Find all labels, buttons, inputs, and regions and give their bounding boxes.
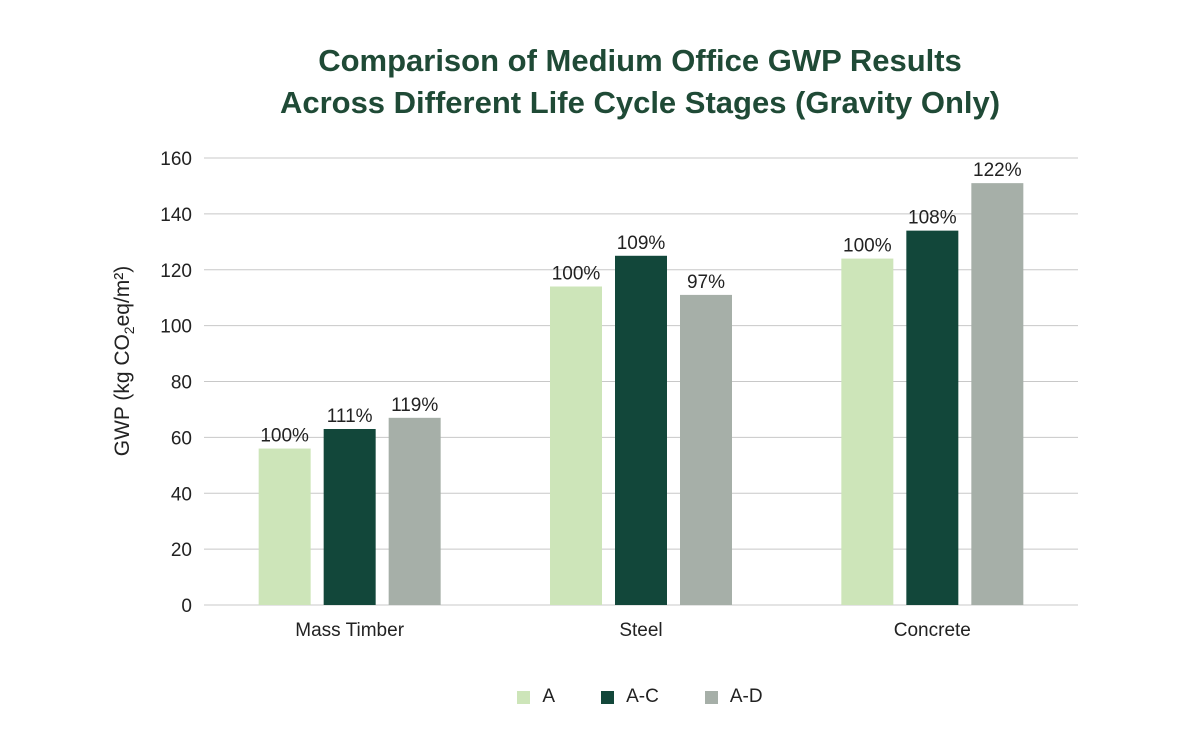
legend-label-a-d: A-D xyxy=(729,686,763,707)
y-tick-label: 0 xyxy=(181,596,192,617)
y-tick-label: 40 xyxy=(171,484,192,505)
legend-item-a-d: A-D xyxy=(704,686,763,708)
legend-swatch-a-c xyxy=(601,690,615,704)
y-tick-label: 120 xyxy=(160,261,192,282)
y-tick-label: 80 xyxy=(171,373,192,394)
data-label: 100% xyxy=(843,236,892,257)
bar xyxy=(550,286,602,605)
legend-item-a-c: A-C xyxy=(601,686,659,708)
x-category-label: Concrete xyxy=(894,620,971,641)
chart-title-line-1: Comparison of Medium Office GWP Results xyxy=(318,43,962,78)
bars xyxy=(258,183,1024,606)
legend-label-a-c: A-C xyxy=(626,686,659,707)
y-tick-label: 60 xyxy=(171,428,192,449)
bar xyxy=(258,448,311,605)
y-tick-label: 20 xyxy=(171,540,192,561)
bar xyxy=(680,294,732,605)
data-label: 97% xyxy=(687,272,725,293)
bar xyxy=(323,428,376,605)
data-label: 109% xyxy=(617,233,666,254)
x-category-label: Mass Timber xyxy=(295,620,404,641)
legend-swatch-a xyxy=(517,690,531,704)
data-label: 100% xyxy=(260,426,309,447)
y-axis-ticks: 0 20 40 60 80 100 120 140 160 xyxy=(160,149,192,617)
legend: A A-C A-D xyxy=(0,686,1200,708)
y-axis-label-suffix: eq/m²) xyxy=(111,266,134,327)
chart-title-line-2: Across Different Life Cycle Stages (Grav… xyxy=(279,85,1001,120)
data-label: 119% xyxy=(391,395,438,416)
y-axis-label-prefix: GWP (kg CO xyxy=(111,334,134,456)
y-tick-label: 160 xyxy=(160,149,192,170)
bar xyxy=(615,255,667,605)
data-label: 111% xyxy=(327,406,373,427)
bar xyxy=(388,417,441,605)
y-axis-label: GWP (kg CO2eq/m²) xyxy=(111,266,137,457)
data-label: 108% xyxy=(908,208,957,229)
legend-swatch-a-d xyxy=(704,690,718,704)
chart-title: Comparison of Medium Office GWP Results … xyxy=(0,40,1200,124)
legend-item-a: A xyxy=(517,686,555,708)
bar xyxy=(841,258,894,605)
bar xyxy=(971,183,1024,606)
bar xyxy=(906,230,959,605)
data-label: 122% xyxy=(973,160,1022,181)
data-labels: 100% 111% 119% 100% 109% 97% 100% 108% 122% xyxy=(260,160,1021,446)
y-tick-label: 100 xyxy=(160,317,192,338)
x-axis-categories: Mass Timber Steel Concrete xyxy=(295,620,971,641)
legend-label-a: A xyxy=(542,686,556,707)
data-label: 100% xyxy=(552,264,601,285)
y-tick-label: 140 xyxy=(160,205,192,226)
y-axis-label-subscript: 2 xyxy=(121,326,137,334)
x-category-label: Steel xyxy=(619,620,662,641)
